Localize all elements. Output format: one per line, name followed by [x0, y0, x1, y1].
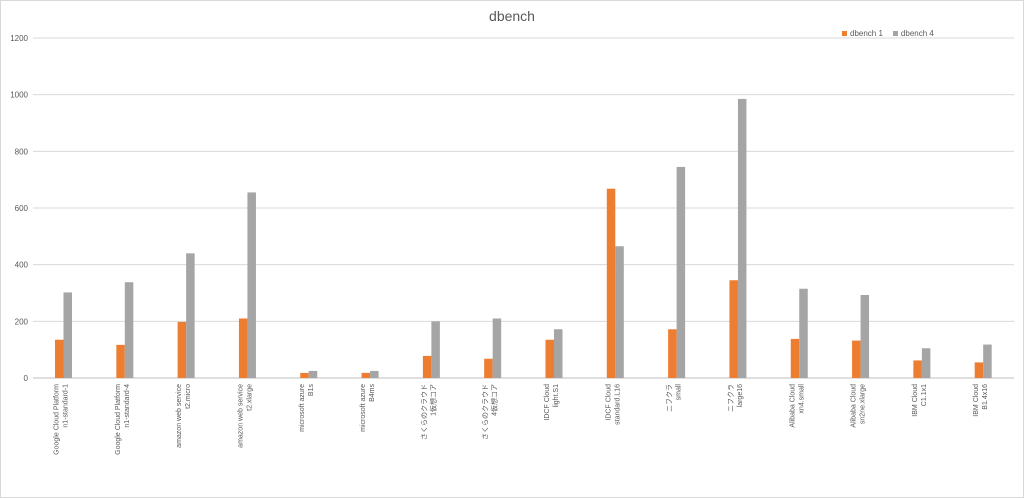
bar-dbench-4-15	[983, 344, 992, 378]
chart-legend: dbench 1 dbench 4	[842, 29, 934, 38]
bar-dbench-4-1	[124, 282, 134, 378]
category-label-8-0: IDCF Cloud	[544, 384, 551, 421]
legend-swatch-dbench-1	[842, 31, 847, 36]
bar-dbench-4-6	[431, 321, 440, 378]
legend-label-dbench-4: dbench 4	[900, 29, 934, 38]
y-tick-label-600: 600	[15, 204, 29, 213]
bar-dbench-1-10	[668, 329, 677, 378]
category-label-7-1: 4仮想コア	[490, 384, 499, 416]
category-label-11-0: ニフクラ	[727, 384, 735, 412]
category-label-9-0: IDCF Cloud	[605, 384, 612, 421]
category-label-8-1: light.S1	[553, 384, 560, 407]
category-label-14-1: C1.1x1	[921, 384, 928, 406]
legend-item-dbench-4: dbench 4	[892, 29, 934, 38]
y-tick-label-800: 800	[15, 147, 29, 156]
bar-dbench-1-3	[238, 318, 248, 378]
category-label-15-1: B1.4x16	[982, 384, 989, 410]
category-label-1-0: Google Cloud Platform	[115, 384, 122, 455]
category-label-9-1: standard.L16	[614, 384, 621, 425]
category-label-7-0: さくらのクラウド	[482, 384, 490, 440]
bar-dbench-4-3	[247, 192, 256, 378]
category-label-2-1: t2.micro	[185, 384, 192, 409]
bar-dbench-1-13	[852, 340, 861, 378]
bar-dbench-4-13	[860, 294, 870, 378]
bar-dbench-1-2	[177, 321, 187, 378]
bar-dbench-4-10	[676, 166, 686, 378]
category-label-6-1: 1仮想コア	[428, 384, 437, 416]
category-label-12-1: xn4.small	[798, 384, 805, 414]
bar-dbench-1-0	[55, 339, 64, 378]
bar-dbench-1-11	[729, 280, 738, 378]
y-tick-label-1000: 1000	[10, 91, 28, 100]
category-label-2-0: amazon web service	[176, 384, 183, 448]
category-label-0-0: Google Cloud Platform	[54, 384, 61, 455]
bar-dbench-1-12	[790, 338, 800, 378]
bar-dbench-4-9	[615, 246, 624, 378]
bar-dbench-1-8	[545, 339, 554, 378]
category-label-5-0: microsoft azure	[360, 384, 367, 432]
category-label-14-0: IBM Cloud	[912, 384, 919, 417]
category-label-4-0: microsoft azure	[299, 384, 306, 432]
category-label-13-1: sn2ne.xlarge	[860, 384, 867, 424]
y-tick-label-200: 200	[15, 317, 29, 326]
bar-dbench-4-5	[370, 370, 379, 378]
category-label-4-1: B1s	[308, 384, 315, 397]
category-label-10-1: small	[676, 384, 683, 401]
category-label-13-0: Alibaba Cloud	[851, 384, 858, 428]
bar-dbench-1-14	[913, 360, 922, 378]
bar-dbench-4-8	[554, 329, 563, 378]
category-label-0-1: n1-standard-1	[63, 384, 70, 428]
bar-dbench-1-9	[606, 188, 616, 378]
y-tick-label-0: 0	[24, 374, 29, 383]
category-label-11-1: large16	[737, 384, 744, 407]
bar-dbench-4-12	[799, 288, 808, 378]
category-label-3-0: amazon web service	[237, 384, 244, 448]
bar-dbench-4-0	[63, 292, 72, 378]
legend-swatch-dbench-4	[892, 31, 898, 36]
bar-dbench-4-4	[308, 370, 318, 378]
bar-dbench-4-14	[921, 348, 931, 378]
bar-dbench-4-7	[492, 318, 502, 378]
legend-label-dbench-1: dbench 1	[850, 29, 883, 38]
category-label-5-1: B4ms	[369, 384, 376, 402]
category-label-12-0: Alibaba Cloud	[789, 384, 796, 428]
y-tick-label-400: 400	[15, 261, 29, 270]
category-label-3-1: t2.xlarge	[246, 384, 253, 411]
bar-dbench-4-11	[737, 98, 747, 379]
bar-dbench-1-15	[974, 362, 984, 378]
bar-dbench-1-5	[361, 372, 371, 378]
bar-dbench-1-7	[484, 358, 493, 378]
bar-dbench-4-2	[186, 253, 195, 378]
bar-dbench-1-4	[300, 372, 309, 378]
category-label-15-0: IBM Cloud	[973, 384, 980, 417]
bar-dbench-1-6	[422, 355, 432, 378]
category-label-6-0: さくらのクラウド	[420, 384, 428, 440]
category-label-10-0: ニフクラ	[666, 384, 674, 412]
bar-dbench-1-1	[116, 344, 125, 378]
legend-item-dbench-1: dbench 1	[842, 29, 883, 38]
y-tick-label-1200: 1200	[10, 34, 28, 43]
category-label-1-1: n1-standard-4	[124, 384, 131, 428]
chart-title: dbench	[489, 8, 535, 24]
